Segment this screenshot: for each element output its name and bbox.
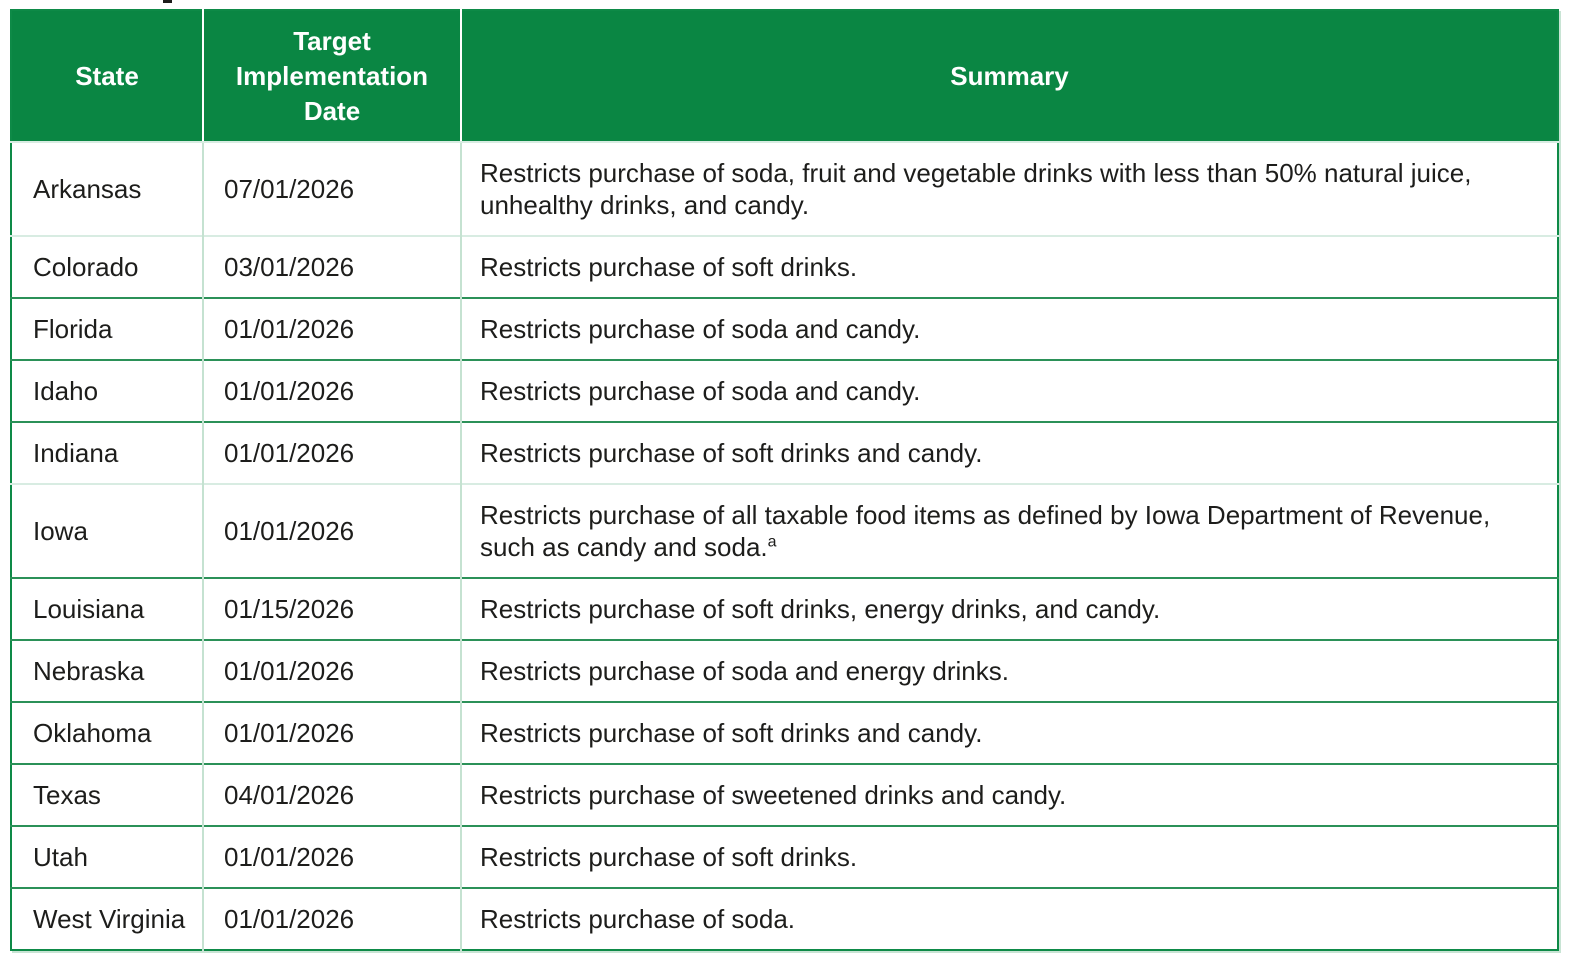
state-cell: Louisiana xyxy=(11,577,203,640)
summary-cell: Restricts purchase of soft drinks and ca… xyxy=(460,701,1558,764)
table-row-louisiana: Louisiana 01/15/2026 Restricts purchase … xyxy=(11,577,1558,640)
date-cell: 01/01/2026 xyxy=(202,483,461,578)
date-cell: 01/15/2026 xyxy=(202,577,461,640)
state-cell: Indiana xyxy=(11,421,203,484)
table-row-texas: Texas 04/01/2026 Restricts purchase of s… xyxy=(11,763,1558,826)
date-cell: 01/01/2026 xyxy=(202,421,461,484)
state-cell: Nebraska xyxy=(11,639,203,702)
date-cell: 03/01/2026 xyxy=(202,235,461,298)
summary-cell: Restricts purchase of soda and energy dr… xyxy=(460,639,1558,702)
table-row-west-virginia: West Virginia 01/01/2026 Restricts purch… xyxy=(11,887,1558,950)
date-cell: 01/01/2026 xyxy=(202,701,461,764)
state-cell: Idaho xyxy=(11,359,203,422)
state-cell: Texas xyxy=(11,763,203,826)
summary-cell: Restricts purchase of soft drinks. xyxy=(460,235,1558,298)
date-cell: 01/01/2026 xyxy=(202,297,461,360)
table-row-utah: Utah 01/01/2026 Restricts purchase of so… xyxy=(11,825,1558,888)
table-header: State Target Implementation Date Summary xyxy=(11,10,1558,143)
table-row-arkansas: Arkansas 07/01/2026 Restricts purchase o… xyxy=(11,142,1558,236)
summary-cell: Restricts purchase of soda and candy. xyxy=(460,297,1558,360)
state-cell: Colorado xyxy=(11,235,203,298)
column-header-summary: Summary xyxy=(460,10,1558,143)
date-cell: 01/01/2026 xyxy=(202,359,461,422)
date-cell: 01/01/2026 xyxy=(202,825,461,888)
state-cell: West Virginia xyxy=(11,887,203,950)
date-cell: 04/01/2026 xyxy=(202,763,461,826)
table-body: Arkansas 07/01/2026 Restricts purchase o… xyxy=(11,142,1558,950)
column-header-state: State xyxy=(11,10,203,143)
state-cell: Florida xyxy=(11,297,203,360)
state-policy-table-container: State Target Implementation Date Summary… xyxy=(10,9,1559,951)
summary-cell: Restricts purchase of soda. xyxy=(460,887,1558,950)
state-cell: Iowa xyxy=(11,483,203,578)
summary-cell: Restricts purchase of soft drinks, energ… xyxy=(460,577,1558,640)
cropped-text-fragment xyxy=(163,0,172,3)
state-cell: Utah xyxy=(11,825,203,888)
summary-cell: Restricts purchase of soft drinks and ca… xyxy=(460,421,1558,484)
header-row: State Target Implementation Date Summary xyxy=(11,10,1558,143)
table-row-idaho: Idaho 01/01/2026 Restricts purchase of s… xyxy=(11,359,1558,422)
summary-cell: Restricts purchase of soda, fruit and ve… xyxy=(460,142,1558,236)
table-row-iowa: Iowa 01/01/2026 Restricts purchase of al… xyxy=(11,483,1558,578)
state-policy-table: State Target Implementation Date Summary… xyxy=(10,9,1559,951)
date-cell: 07/01/2026 xyxy=(202,142,461,236)
table-row-indiana: Indiana 01/01/2026 Restricts purchase of… xyxy=(11,421,1558,484)
summary-cell: Restricts purchase of soda and candy. xyxy=(460,359,1558,422)
date-cell: 01/01/2026 xyxy=(202,639,461,702)
state-cell: Oklahoma xyxy=(11,701,203,764)
date-cell: 01/01/2026 xyxy=(202,887,461,950)
state-cell: Arkansas xyxy=(11,142,203,236)
summary-cell: Restricts purchase of sweetened drinks a… xyxy=(460,763,1558,826)
footnote-marker: a xyxy=(767,533,777,551)
column-header-implementation-date: Target Implementation Date xyxy=(202,10,461,143)
table-row-oklahoma: Oklahoma 01/01/2026 Restricts purchase o… xyxy=(11,701,1558,764)
table-row-florida: Florida 01/01/2026 Restricts purchase of… xyxy=(11,297,1558,360)
table-row-nebraska: Nebraska 01/01/2026 Restricts purchase o… xyxy=(11,639,1558,702)
summary-cell: Restricts purchase of all taxable food i… xyxy=(460,483,1558,578)
summary-cell: Restricts purchase of soft drinks. xyxy=(460,825,1558,888)
table-row-colorado: Colorado 03/01/2026 Restricts purchase o… xyxy=(11,235,1558,298)
